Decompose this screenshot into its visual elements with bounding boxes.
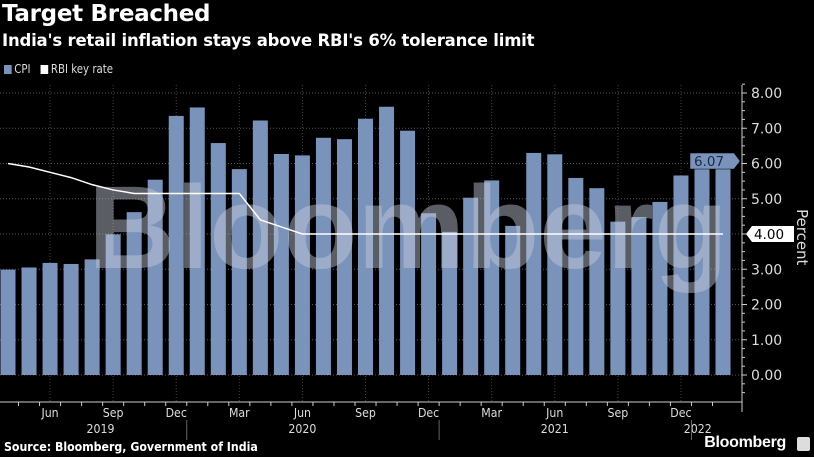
cpi-bar [505,225,521,375]
cpi-bar [568,177,584,375]
cpi-bar [273,153,289,375]
cpi-bar [231,169,247,375]
x-tick-label: Sep [103,405,124,420]
x-year-label: 2020 [288,421,316,436]
x-tick-label: Dec [166,405,187,420]
cpi-bar [379,106,395,375]
cpi-bar [484,180,500,375]
x-tick-label: Jun [293,405,311,420]
cpi-bar [126,212,142,375]
cpi-bar [105,234,121,375]
source-note: Source: Bloomberg, Government of India [4,439,258,454]
y-tick-label: 1.00 [751,333,782,349]
cpi-bar [652,201,668,375]
bloomberg-terminal-icon [797,437,810,451]
y-tick-label: 3.00 [751,262,782,278]
rbi-rate-line [7,162,724,235]
cpi-bar [63,263,79,375]
x-tick-label: Mar [229,405,250,420]
rbi-last-value-label: 4.00 [754,227,784,243]
cpi-bar [715,161,731,375]
rbi-last-value-label-bg [746,226,794,242]
chart-subtitle: India's retail inflation stays above RBI… [2,31,535,50]
cpi-bar [84,259,100,375]
cpi-bar [210,143,226,375]
cpi-bar [315,137,331,375]
cpi-bar [400,130,416,375]
legend-swatch-rbi [40,64,49,74]
cpi-bar [147,179,163,375]
x-year-label: 2019 [87,421,115,436]
y-tick-label: 8.00 [751,86,782,102]
cpi-bar [673,175,689,375]
legend: CPI RBI key rate [4,62,113,76]
x-tick-label: Sep [355,405,376,420]
cpi-bar [589,188,605,375]
cpi-bar [694,163,710,375]
legend-label: RBI key rate [50,62,114,76]
bloomberg-watermark: Bloomberg [88,162,728,294]
x-tick-label: Jun [545,405,563,420]
x-tick-label: Mar [481,405,502,420]
cpi-bar [610,221,626,375]
cpi-bar [358,118,374,376]
cpi-bar [463,197,479,375]
chart-title: Target Breached [2,1,211,27]
cpi-last-value-label: 6.07 [694,154,724,170]
legend-swatch-cpi [4,64,12,74]
legend-item-cpi: CPI [4,62,30,76]
cpi-bar [526,152,542,375]
x-year-label: 2021 [541,421,569,436]
cpi-bar [21,267,37,375]
cpi-bar [442,231,458,375]
x-tick-label: Sep [608,405,629,420]
y-tick-label: 0.00 [751,368,782,384]
cpi-bar [252,120,268,376]
cpi-bar [168,115,184,375]
cpi-bar [42,262,58,375]
y-tick-label: 2.00 [751,298,782,314]
cpi-bar [631,217,647,375]
cpi-bar [336,139,352,375]
y-tick-label: 7.00 [751,121,782,137]
x-tick-label: Jun [41,405,59,420]
y-axis-label: Percent [793,209,811,266]
legend-label: CPI [14,62,31,76]
cpi-bar [547,154,563,375]
y-tick-label: 5.00 [751,192,782,208]
brand-logo: Bloomberg [704,434,786,451]
cpi-bar [421,213,437,375]
cpi-bar [294,155,310,375]
cpi-bar [189,107,205,375]
legend-item-rbi: RBI key rate [40,62,114,76]
x-tick-label: Dec [418,405,439,420]
y-tick-label: 6.00 [751,157,782,173]
cpi-last-value-label-bg [689,152,741,170]
x-year-label: 2022 [684,421,712,436]
cpi-bar [0,269,16,375]
x-tick-label: Dec [670,405,691,420]
